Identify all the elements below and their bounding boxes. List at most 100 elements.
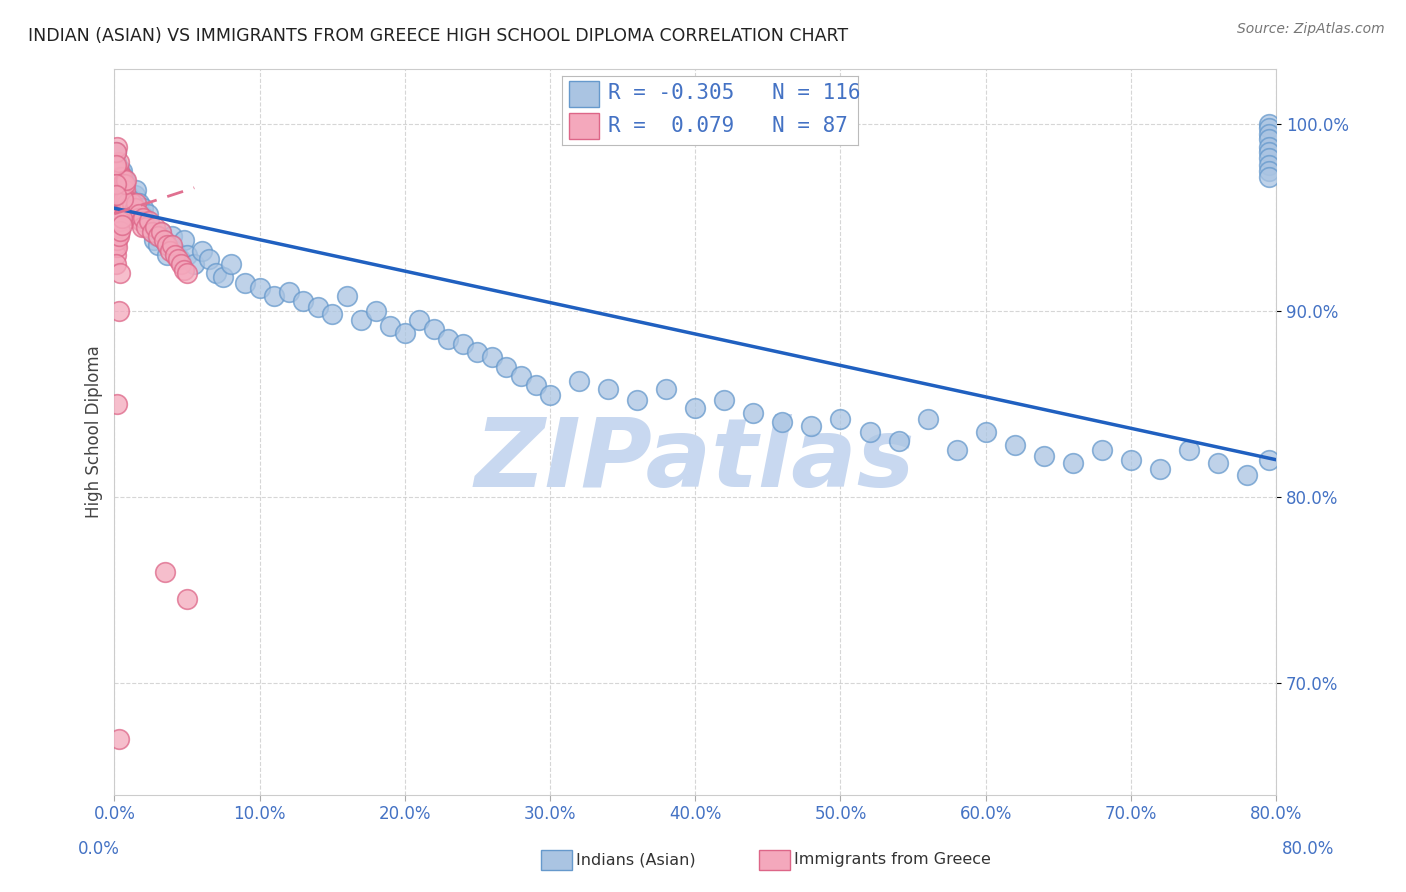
Point [149, 226, 172, 240]
Point [117, 195, 139, 210]
Point [104, 164, 127, 178]
Point [104, 257, 127, 271]
Point [146, 229, 169, 244]
Point [122, 195, 145, 210]
Point [112, 192, 135, 206]
Point [107, 177, 129, 191]
Point [118, 192, 141, 206]
Point [1119, 452, 1142, 467]
Point [114, 177, 136, 191]
Point [105, 397, 128, 411]
Point [1206, 457, 1229, 471]
Point [104, 158, 127, 172]
Point [176, 267, 198, 281]
Point [112, 177, 135, 191]
Point [104, 154, 127, 169]
Point [132, 211, 155, 225]
Point [263, 289, 285, 303]
Point [132, 201, 155, 215]
Point [205, 267, 228, 281]
Point [626, 393, 648, 408]
Point [128, 195, 150, 210]
Point [598, 382, 620, 396]
Point [183, 257, 205, 271]
Point [1178, 443, 1201, 458]
Point [107, 192, 129, 206]
Point [121, 192, 143, 206]
Point [568, 375, 591, 389]
Point [111, 195, 134, 210]
Point [110, 224, 132, 238]
Point [120, 207, 142, 221]
Point [149, 226, 172, 240]
Point [1257, 158, 1279, 172]
Point [118, 192, 141, 206]
Point [162, 238, 184, 252]
Point [114, 173, 136, 187]
Point [107, 183, 129, 197]
Point [111, 164, 134, 178]
Point [104, 173, 127, 187]
Point [105, 192, 128, 206]
Point [114, 201, 136, 215]
Point [124, 201, 146, 215]
Point [117, 205, 139, 219]
Point [141, 226, 163, 240]
Point [1257, 127, 1279, 141]
Point [141, 226, 163, 240]
Point [104, 145, 127, 160]
Point [115, 192, 138, 206]
Point [110, 169, 132, 184]
Point [117, 188, 139, 202]
Text: Source: ZipAtlas.com: Source: ZipAtlas.com [1237, 22, 1385, 37]
Point [136, 207, 159, 221]
Point [105, 177, 128, 191]
Point [120, 207, 142, 221]
Point [212, 270, 235, 285]
Point [134, 211, 156, 225]
Point [107, 303, 129, 318]
Point [156, 248, 179, 262]
Point [104, 238, 127, 252]
Point [107, 169, 129, 184]
Text: ZIPatlas: ZIPatlas [475, 415, 915, 508]
Point [110, 214, 132, 228]
Point [1257, 169, 1279, 184]
Point [111, 169, 134, 184]
Point [107, 183, 129, 197]
Point [104, 188, 127, 202]
Point [307, 300, 329, 314]
Point [104, 219, 127, 234]
Point [1062, 457, 1084, 471]
Point [321, 307, 343, 321]
Point [114, 183, 136, 197]
Point [495, 359, 517, 374]
Point [107, 732, 129, 747]
Point [655, 382, 678, 396]
Point [350, 313, 373, 327]
Point [139, 219, 162, 234]
Point [249, 281, 271, 295]
Point [104, 177, 127, 191]
Point [198, 252, 221, 266]
Point [117, 195, 139, 210]
Point [945, 443, 967, 458]
Text: Immigrants from Greece: Immigrants from Greece [794, 853, 991, 867]
Point [131, 219, 153, 234]
Point [110, 183, 132, 197]
Point [292, 294, 315, 309]
Point [112, 186, 135, 201]
Point [115, 183, 138, 197]
Point [143, 219, 166, 234]
Point [159, 238, 181, 252]
Point [1257, 140, 1279, 154]
Text: INDIAN (ASIAN) VS IMMIGRANTS FROM GREECE HIGH SCHOOL DIPLOMA CORRELATION CHART: INDIAN (ASIAN) VS IMMIGRANTS FROM GREECE… [28, 27, 848, 45]
Point [437, 332, 460, 346]
Point [277, 285, 299, 299]
Point [336, 289, 359, 303]
Point [176, 248, 198, 262]
Point [112, 195, 135, 210]
Point [111, 218, 134, 232]
Point [105, 173, 128, 187]
Point [233, 276, 256, 290]
